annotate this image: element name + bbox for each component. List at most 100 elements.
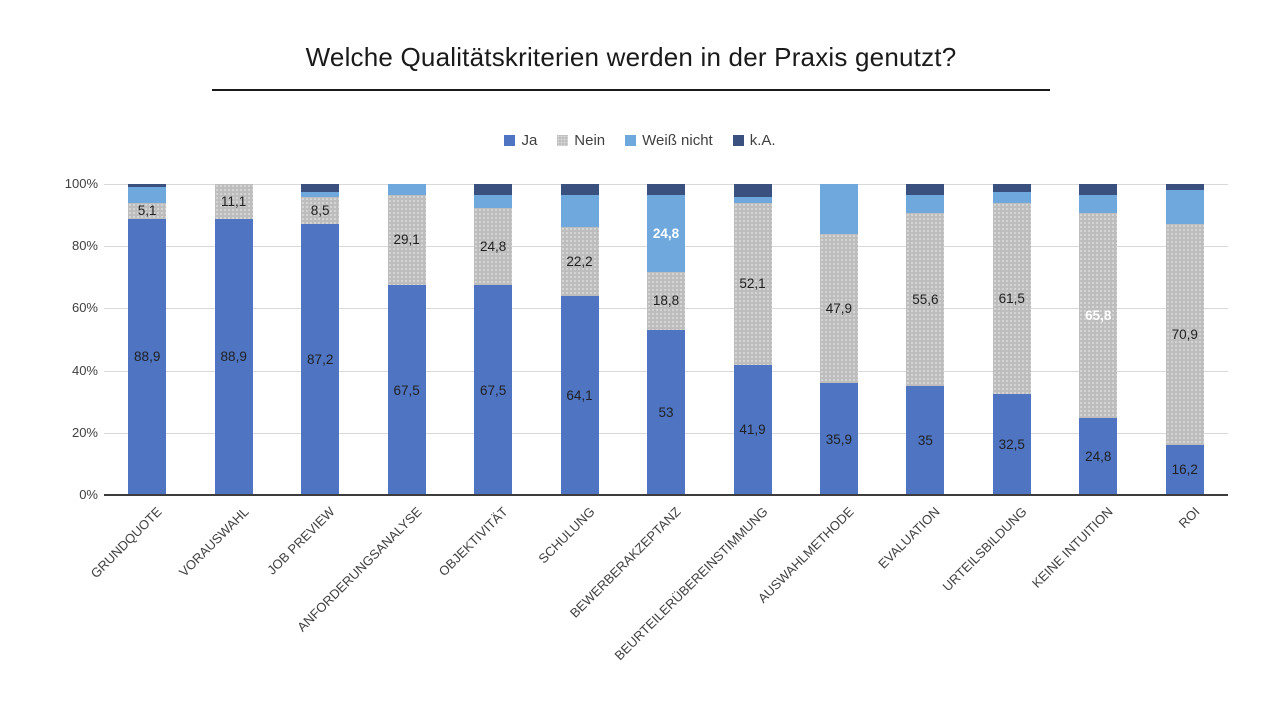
legend-label: k.A. bbox=[749, 132, 776, 149]
bar-segment-nein: 70,9 bbox=[1165, 224, 1204, 445]
bar-segment-ja: 35,9 bbox=[819, 383, 858, 495]
data-label: 67,5 bbox=[393, 382, 420, 398]
legend-item: Weiß nicht bbox=[625, 132, 713, 149]
bar-segment-nein: 47,9 bbox=[819, 234, 858, 384]
x-axis-line bbox=[104, 494, 1228, 496]
bar-segment-k-a bbox=[647, 184, 685, 195]
bar-segment-ja: 24,8 bbox=[1079, 417, 1118, 495]
data-label: 8,5 bbox=[310, 203, 330, 219]
data-label: 5,1 bbox=[137, 203, 157, 219]
legend-swatch-2 bbox=[557, 135, 569, 146]
bar-segment-nein: 5,1 bbox=[128, 202, 167, 219]
legend-label: Nein bbox=[574, 132, 606, 149]
x-axis-category-label: URTEILSBILDUNG bbox=[939, 504, 1030, 595]
bar-segment-k-a bbox=[733, 184, 772, 198]
bar-segment-k-a bbox=[992, 184, 1031, 193]
legend-swatch-3 bbox=[625, 135, 637, 146]
bar-segment-nein: 8,5 bbox=[301, 197, 340, 224]
data-label: 53 bbox=[658, 405, 674, 421]
x-axis-category-label: EVALUATION bbox=[875, 504, 943, 572]
bar-segment-nein: 55,6 bbox=[906, 213, 945, 387]
x-axis-category-label: SCHULUNG bbox=[534, 504, 598, 567]
x-axis-category-label: JOB PREVIEW bbox=[264, 504, 338, 578]
bar-segment-ja: 32,5 bbox=[992, 393, 1031, 495]
x-axis-category-label: ROI bbox=[1175, 504, 1203, 531]
bar-segment-nein: 29,1 bbox=[387, 194, 426, 286]
bar-segment-nein: 24,8 bbox=[474, 207, 513, 285]
data-label: 18,8 bbox=[652, 293, 680, 309]
bar-segment-k-a bbox=[906, 184, 945, 195]
x-axis-category-label: GRUNDQUOTE bbox=[87, 504, 165, 581]
chart-legend: Ja Nein Weiß nicht k.A. bbox=[0, 132, 1280, 149]
bar-segment-k-a bbox=[301, 184, 340, 193]
data-label: 47,9 bbox=[825, 301, 853, 317]
legend-item: Ja bbox=[504, 132, 537, 149]
bar-segment-wei-nicht: 24,8 bbox=[647, 194, 685, 272]
bar-segment-k-a bbox=[560, 184, 599, 195]
data-label: 61,5 bbox=[998, 290, 1025, 306]
data-label: 70,9 bbox=[1171, 326, 1198, 342]
data-label: 64,1 bbox=[566, 387, 593, 403]
bar-segment-ja: 35 bbox=[906, 386, 945, 495]
bar-segment-wei-nicht bbox=[906, 194, 945, 214]
data-label: 24,8 bbox=[479, 238, 507, 254]
bar-segment-k-a bbox=[1079, 184, 1118, 195]
bar-segment-nein: 65,8 bbox=[1079, 213, 1118, 418]
bar-segment-ja: 41,9 bbox=[733, 364, 772, 495]
bar-segment-nein: 11,1 bbox=[214, 184, 253, 219]
data-label: 35 bbox=[917, 432, 933, 448]
data-label: 24,8 bbox=[1085, 448, 1112, 464]
legend-item: k.A. bbox=[732, 132, 776, 149]
bar-segment-wei-nicht bbox=[733, 197, 772, 203]
x-axis-category-label: OBJEKTIVITÄT bbox=[435, 504, 511, 579]
bar-segment-k-a bbox=[128, 184, 167, 187]
data-label: 24,8 bbox=[652, 225, 680, 241]
chart-title: Welche Qualitätskriterien werden in der … bbox=[212, 42, 1050, 91]
bar-segment-wei-nicht bbox=[387, 184, 426, 195]
bar-segment-k-a bbox=[474, 184, 513, 195]
data-label: 35,9 bbox=[825, 431, 853, 447]
bar-segment-wei-nicht bbox=[819, 184, 858, 235]
data-label: 88,9 bbox=[134, 349, 161, 365]
bar-segment-ja: 67,5 bbox=[387, 285, 426, 495]
data-label: 88,9 bbox=[220, 349, 247, 365]
bar-segment-wei-nicht bbox=[560, 194, 599, 227]
bar-segment-ja: 16,2 bbox=[1165, 444, 1204, 495]
bar-segment-wei-nicht bbox=[128, 186, 167, 203]
data-label: 67,5 bbox=[479, 382, 507, 398]
legend-label: Ja bbox=[521, 132, 538, 149]
x-axis-category-label: KEINE INTUITION bbox=[1029, 504, 1116, 591]
bar-segment-ja: 53 bbox=[647, 330, 685, 495]
data-label: 32,5 bbox=[998, 436, 1025, 452]
bar-segment-ja: 88,9 bbox=[128, 218, 167, 495]
y-axis-tick-label: 60% bbox=[71, 300, 98, 316]
data-label: 29,1 bbox=[393, 232, 420, 248]
y-axis-tick-label: 100% bbox=[64, 176, 98, 191]
bar-segment-ja: 87,2 bbox=[301, 223, 340, 495]
bar-segment-nein: 18,8 bbox=[647, 271, 685, 331]
bar-segment-nein: 61,5 bbox=[992, 202, 1031, 394]
y-axis-tick-label: 20% bbox=[71, 424, 98, 440]
legend-label: Weiß nicht bbox=[642, 132, 713, 149]
legend-swatch-1 bbox=[504, 135, 516, 146]
data-label: 52,1 bbox=[739, 276, 766, 292]
data-label: 22,2 bbox=[566, 253, 593, 269]
bar-segment-wei-nicht bbox=[474, 194, 513, 208]
bar-segment-wei-nicht bbox=[301, 192, 340, 198]
x-axis-category-label: BEURTEILERÜBEREINSTIMMUNG bbox=[611, 504, 771, 664]
y-axis-tick-label: 80% bbox=[71, 238, 98, 254]
bar-segment-nein: 22,2 bbox=[560, 226, 599, 296]
y-axis-tick-label: 40% bbox=[71, 362, 98, 378]
bar-segment-ja: 64,1 bbox=[560, 295, 599, 495]
bar-segment-ja: 88,9 bbox=[214, 218, 253, 495]
data-label: 87,2 bbox=[307, 351, 334, 367]
data-label: 41,9 bbox=[739, 422, 766, 438]
data-label: 16,2 bbox=[1171, 462, 1198, 478]
data-label: 11,1 bbox=[221, 193, 247, 209]
y-axis-tick-label: 0% bbox=[79, 487, 98, 502]
legend-item: Nein bbox=[557, 132, 605, 149]
bar-segment-wei-nicht bbox=[1165, 189, 1204, 225]
bar-segment-wei-nicht bbox=[992, 192, 1031, 203]
x-axis-category-label: AUSWAHLMETHODE bbox=[754, 504, 857, 606]
